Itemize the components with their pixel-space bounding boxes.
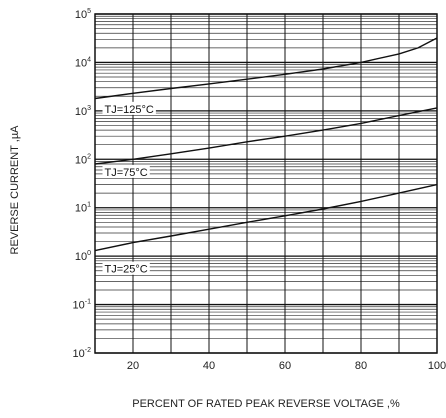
y-tick-label: 10-1	[73, 299, 92, 312]
x-tick-label: 60	[279, 360, 291, 372]
series-line-2	[94, 107, 438, 165]
y-tick-label: 103	[75, 105, 91, 118]
series-label-2: TJ=75°C	[105, 167, 148, 179]
series-label-1: TJ=125°C	[105, 104, 154, 116]
y-tick-label: 102	[75, 153, 91, 166]
plot-frame	[94, 13, 438, 354]
series-label-bg	[102, 164, 150, 178]
series-line-1	[94, 37, 438, 100]
y-tick-label: 101	[75, 202, 91, 215]
y-tick-label: 105	[75, 8, 91, 21]
series-labels: TJ=125°C TJ=75°C TJ=25°C	[102, 101, 156, 276]
series-line-3	[94, 183, 438, 252]
series-lines	[94, 37, 438, 252]
x-tick-labels: 20 40 60 80 100	[127, 360, 446, 372]
x-tick-label: 20	[127, 360, 139, 372]
x-tick-label: 80	[355, 360, 367, 372]
y-tick-label: 10-2	[73, 347, 92, 360]
series-label-3: TJ=25°C	[105, 264, 148, 276]
series-label-bg	[102, 261, 150, 275]
y-axis-label: REVERSE CURRENT ,µA	[9, 125, 21, 255]
series-label-bg	[102, 101, 156, 115]
minor-grid	[95, 15, 437, 339]
x-tick-label: 100	[428, 360, 446, 372]
y-tick-label: 104	[75, 56, 91, 69]
x-axis-label: PERCENT OF RATED PEAK REVERSE VOLTAGE ,%	[132, 398, 400, 410]
x-tick-label: 40	[203, 360, 215, 372]
y-tick-label: 100	[75, 250, 91, 263]
y-tick-labels: 10-2 10-1 100 101 102 103 104 105	[73, 8, 92, 360]
